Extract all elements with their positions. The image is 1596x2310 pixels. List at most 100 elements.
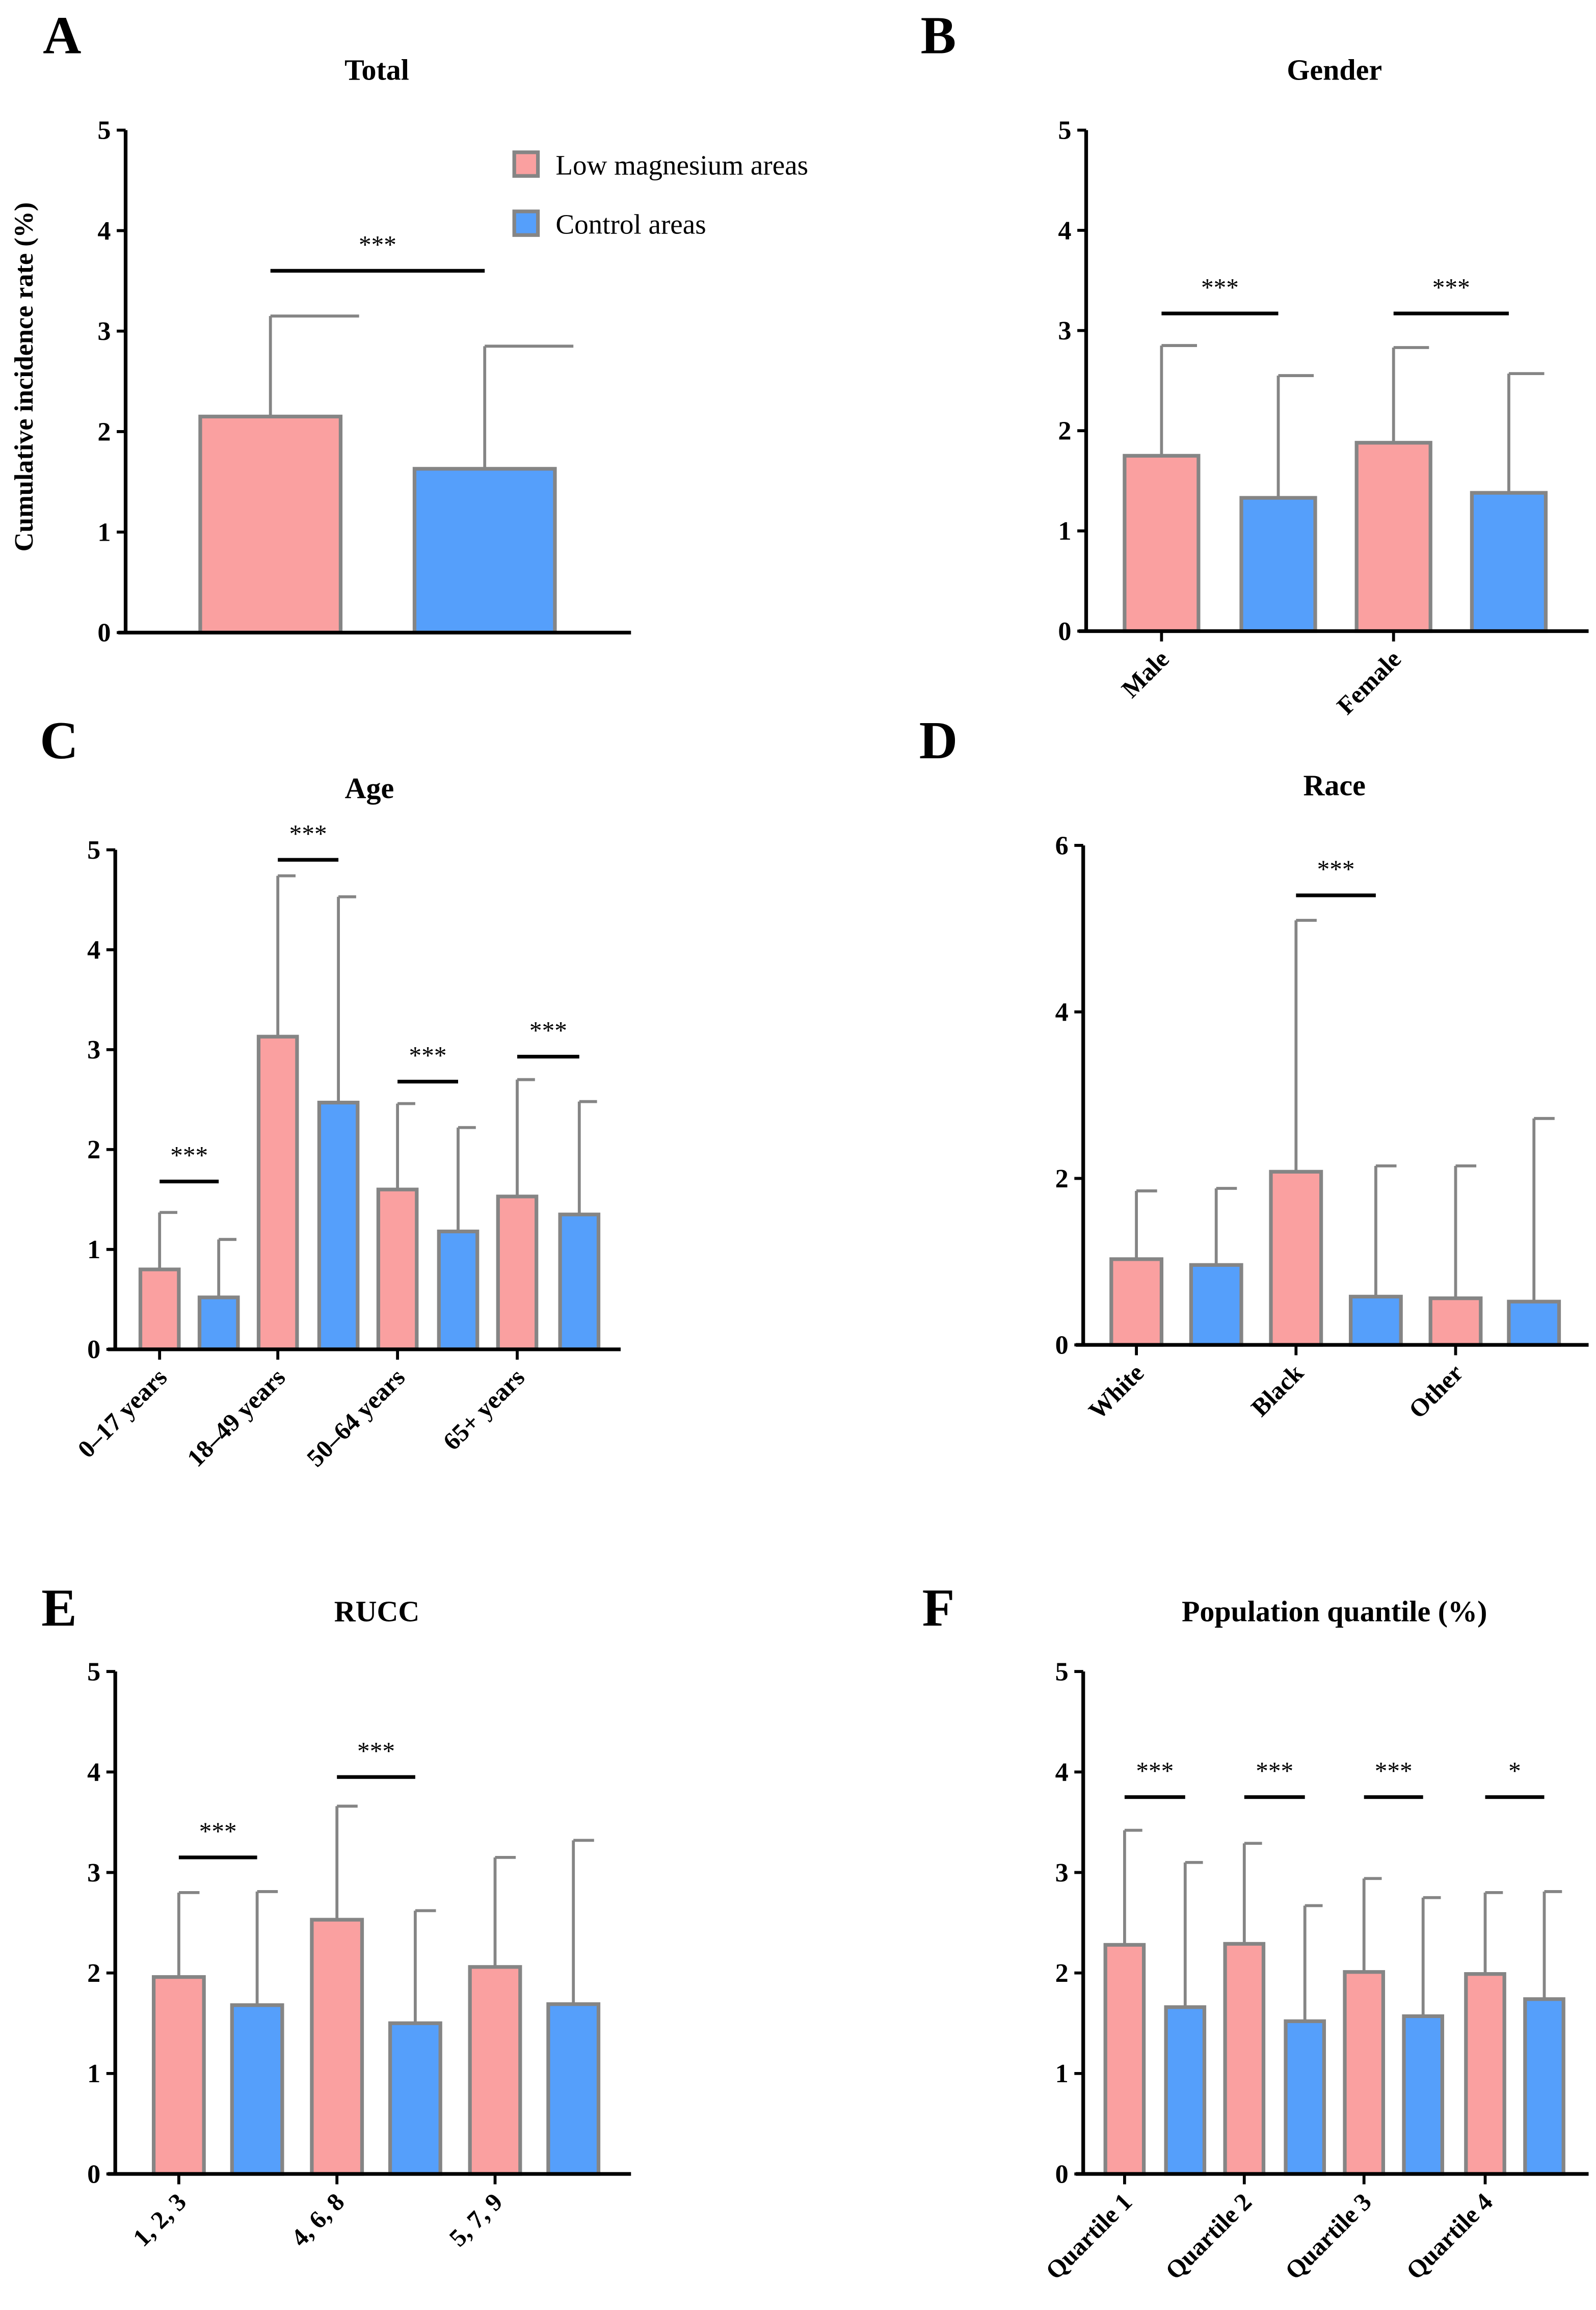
y-tick-label: 4 [87,935,100,965]
y-tick-label: 5 [97,116,111,145]
chart-title: Age [345,772,394,805]
bar-control [388,2021,442,2176]
x-tick-label: Female [1332,645,1406,720]
x-tick-label: 0–17 years [72,1363,173,1464]
panel-A: A Total 0 1 2 3 4 5 *** [43,6,631,648]
y-tick-label: 1 [97,518,111,547]
bar-low-magnesium [138,1267,181,1351]
y-tick-label: 0 [1055,2159,1069,2189]
y-tick-label: 1 [87,2059,100,2088]
legend-label: Control areas [555,208,706,240]
x-tick-label: Black [1245,1359,1309,1422]
x-tick-label: 5, 7, 9 [444,2188,508,2252]
bar-low-magnesium [1354,441,1432,633]
y-tick-label: 1 [87,1235,100,1264]
y-tick-label: 2 [1055,1958,1069,1988]
y-tick-label: 3 [1058,316,1071,346]
chart-title: Total [344,54,409,87]
y-tick-label: 0 [87,2159,100,2189]
panel-letter: A [43,6,81,65]
significance-label: *** [529,1017,567,1045]
bar-low-magnesium [1343,1970,1386,2176]
chart-title: Race [1304,768,1366,802]
y-tick-label: 0 [1055,1331,1069,1360]
legend-swatch-low-magnesium [512,150,540,178]
bar-control [1507,1299,1561,1347]
x-tick-label: 50–64 years [301,1363,410,1472]
y-tick-label: 5 [1055,1657,1069,1686]
significance-label: *** [1375,1757,1413,1785]
bar-control [1239,496,1317,633]
y-tick-label: 1 [1055,2059,1069,2088]
y-tick-label: 5 [87,1657,100,1686]
y-tick-label: 1 [1058,516,1071,546]
x-tick-label: Male [1116,645,1174,703]
y-tick-label: 4 [1055,997,1069,1027]
x-tick-label: Other [1403,1359,1469,1424]
bar-control [546,2002,601,2176]
panel-letter: B [921,6,956,65]
significance-label: *** [1432,273,1470,301]
bar-control [558,1212,601,1351]
y-tick-label: 3 [1055,1858,1069,1888]
panel-C: C Age 0 1 2 3 4 5 0–17 years 18–49 years 50–64 yea… [40,711,621,1472]
bar-control [1164,2005,1207,2176]
significance-label: *** [1201,273,1239,301]
legend-label: Low magnesium areas [555,149,808,180]
y-tick-label: 0 [97,618,111,648]
bar-low-magnesium [1103,1943,1146,2176]
significance-label: *** [1136,1757,1174,1785]
legend: Low magnesium areas Control areas [512,149,808,240]
bar-low-magnesium [1464,1972,1506,2176]
bar-low-magnesium [151,1975,206,2176]
y-tick-label: 2 [87,1958,100,1988]
y-tick-label: 3 [87,1035,100,1065]
y-tick-label: 5 [1058,116,1071,145]
legend-swatch-control [512,209,540,237]
x-tick-label: 4, 6, 8 [285,2188,350,2252]
bar-control [1523,1997,1565,2176]
y-tick-label: 4 [1055,1758,1069,1787]
bar-low-magnesium [376,1187,419,1351]
x-tick-label: 65+ years [437,1363,530,1456]
bar-control [1348,1294,1403,1347]
y-tick-label: 0 [1058,617,1071,646]
y-tick-label: 6 [1055,831,1069,860]
x-tick-label: Quartile 2 [1160,2188,1257,2285]
chart-title: Gender [1287,54,1382,87]
bar-control [197,1295,240,1351]
y-tick-label: 4 [97,216,111,246]
significance-label: *** [359,231,396,259]
bar-control [317,1101,360,1351]
bar-low-magnesium [198,414,343,634]
significance-label: *** [289,819,327,847]
y-tick-label: 4 [1058,216,1071,245]
y-tick-label: 2 [1058,416,1071,446]
bar-low-magnesium [256,1034,299,1351]
bar-low-magnesium [1428,1296,1483,1347]
significance-label: *** [1317,855,1355,883]
bar-control [412,467,557,634]
y-tick-label: 4 [87,1758,100,1787]
bar-low-magnesium [468,1965,522,2176]
x-tick-label: White [1083,1359,1149,1425]
x-tick-label: 1, 2, 3 [127,2188,192,2252]
significance-label: *** [170,1141,208,1170]
bar-low-magnesium [1109,1257,1164,1347]
panel-D: D Race 0 2 4 6 White Black Other *** [919,711,1589,1425]
chart-title: RUCC [334,1595,420,1628]
bar-control [1189,1263,1243,1347]
x-tick-label: Quartile 3 [1280,2188,1377,2285]
bar-low-magnesium [496,1194,539,1351]
bar-control [1284,2019,1326,2176]
bar-low-magnesium [1269,1170,1323,1347]
panel-F: F Population quantile (%) 0 1 2 3 4 5 Quartile 1… [922,1578,1589,2285]
significance-label: *** [199,1817,237,1845]
bar-control [1470,491,1548,633]
y-tick-label: 2 [1055,1164,1069,1193]
y-tick-label: 3 [87,1858,100,1888]
y-axis-label: Cumulative incidence rate (%) [9,202,39,552]
bar-low-magnesium [1123,454,1201,633]
y-tick-label: 2 [97,417,111,446]
bar-low-magnesium [1223,1942,1266,2176]
